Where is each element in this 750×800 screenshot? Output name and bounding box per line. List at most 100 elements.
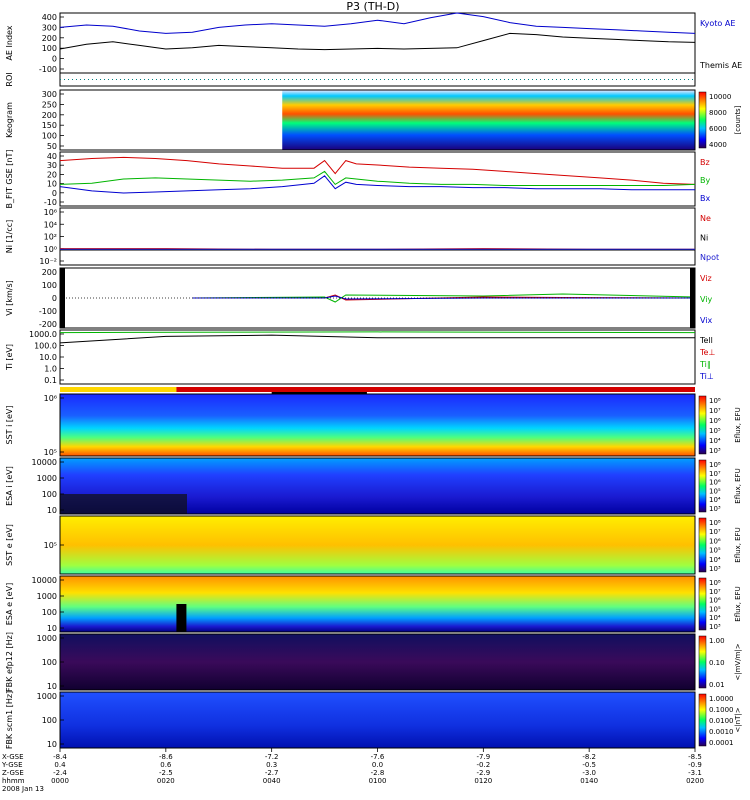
- fbk_e-colorbar-tick: 0.01: [709, 681, 725, 689]
- ae-legend-themis-ae: Themis AE: [699, 61, 742, 70]
- ephemeris-row-label: hhmm: [2, 777, 25, 785]
- sst_ion-colorbar: [698, 395, 707, 455]
- sst_elec-colorbar-tick: 10⁵: [709, 547, 721, 555]
- temperature-series-ti-par: [59, 331, 696, 334]
- keogram-tick-label: 100: [42, 132, 57, 141]
- mode-bar-slow: [60, 387, 177, 392]
- esa_elec-colorbar: [698, 577, 707, 631]
- figure-title: P3 (TH-D): [346, 0, 399, 13]
- esa_elec-spectrogram: [60, 576, 695, 632]
- sst_ion-colorbar-tick: 10³: [709, 447, 721, 455]
- fbk_e-tick-label: 100: [42, 658, 57, 667]
- time-axis-value: 0020: [157, 777, 175, 785]
- density-frame: [59, 207, 696, 266]
- keogram-frame: [59, 89, 696, 151]
- bfgm-tick-label: 30: [47, 161, 57, 170]
- time-axis-value: -0.5: [582, 761, 596, 769]
- bfgm-series-bx: [59, 175, 695, 194]
- sst_ion-colorbar-tick: 10⁶: [709, 417, 721, 425]
- ae-tick-label: -100: [39, 65, 57, 74]
- density-tick-label: 10⁴: [44, 220, 57, 229]
- bfgm-tick-label: 10: [47, 180, 57, 189]
- ae-tick-label: 400: [42, 13, 57, 22]
- bfgm-tick-label: -10: [44, 198, 57, 207]
- fbk_b-colorbar-tick: 1.0000: [709, 695, 734, 703]
- fbk_e-colorbar: [698, 635, 707, 689]
- ae-tick-label: 0: [52, 55, 57, 64]
- roi-frame: [59, 72, 696, 87]
- sst_elec-colorbar-label: Eflux, EFU: [734, 527, 742, 562]
- esa_elec-ylabel: ESA e [eV]: [5, 583, 14, 625]
- fbk_e-colorbar-label: <|mV/m|>: [734, 643, 742, 680]
- keogram-colorbar-tick: 6000: [709, 125, 727, 133]
- temperature-tick-label: 100.0: [34, 342, 57, 351]
- fbk_b-spectrogram: [60, 692, 695, 748]
- sst_ion-tick-label: 10⁵: [44, 448, 57, 457]
- time-axis: -8.40.4-2.40000-8.60.6-2.50020-7.20.3-2.…: [1, 748, 704, 793]
- time-axis-value: -7.9: [476, 753, 490, 761]
- mode-bar-fast: [176, 387, 695, 392]
- sst_ion-ylabel: SST i [eV]: [5, 406, 14, 445]
- ephemeris-row-label: Z-GSE: [2, 769, 24, 777]
- time-axis-value: 0.6: [160, 761, 172, 769]
- esa_ion-colorbar-tick: 10⁸: [709, 461, 721, 469]
- velocity-tick-label: 0: [52, 294, 57, 303]
- esa_ion-colorbar-tick: 10⁶: [709, 479, 721, 487]
- time-axis-value: 0140: [580, 777, 598, 785]
- density-legend-ne: Ne: [700, 214, 711, 223]
- sst_ion-colorbar-tick: 10⁷: [709, 407, 721, 415]
- time-axis-value: -2.7: [265, 769, 279, 777]
- ae-series-kyoto-ae: [59, 12, 696, 34]
- fbk_b-colorbar-tick: 0.0001: [709, 739, 734, 747]
- fbk_b-ylabel: FBK scm1 [Hz]: [5, 691, 14, 749]
- esa_ion-colorbar: [698, 459, 707, 513]
- time-axis-value: -3.1: [688, 769, 702, 777]
- fbk_e-tick-label: 1000: [37, 634, 57, 643]
- roi-ylabel: ROI: [5, 72, 14, 86]
- temperature-series-tell: [59, 334, 695, 344]
- time-axis-value: -2.5: [159, 769, 173, 777]
- temperature-legend-ti-: Ti∥: [699, 360, 711, 369]
- time-axis-value: -8.2: [582, 753, 596, 761]
- fbk_b-tick-label: 100: [42, 716, 57, 725]
- velocity-tick-label: -200: [39, 320, 57, 329]
- time-axis-value: 0000: [51, 777, 69, 785]
- temperature-tick-label: 0.1: [44, 376, 57, 385]
- esa_elec-tick-label: 10000: [32, 576, 57, 585]
- temperature-legend-tell: Tell: [699, 336, 713, 345]
- time-axis-value: 0100: [369, 777, 387, 785]
- sst_elec-colorbar-tick: 10³: [709, 565, 721, 573]
- bfgm-ylabel: B_FIT GSE [nT]: [5, 150, 14, 209]
- sst_elec-colorbar-tick: 10⁶: [709, 537, 721, 545]
- temperature-legend-te-: Te⊥: [699, 348, 715, 357]
- keogram-ylabel: Keogram: [5, 102, 14, 138]
- sst_ion-frame: [59, 393, 696, 457]
- fbk_b-colorbar-tick: 0.0100: [709, 717, 734, 725]
- sst_elec-colorbar-tick: 10⁴: [709, 556, 721, 564]
- time-axis-value: 0.0: [372, 761, 383, 769]
- sst_ion-colorbar-tick: 10⁸: [709, 397, 721, 405]
- keogram-colorbar-tick: 8000: [709, 109, 727, 117]
- esa_ion-tick-label: 1000: [37, 474, 57, 483]
- bfgm-tick-label: 0: [52, 189, 57, 198]
- bfgm-series-by: [59, 170, 696, 186]
- date-label: 2008 Jan 13: [2, 785, 44, 793]
- time-axis-value: -7.2: [265, 753, 279, 761]
- esa_ion-tick-label: 10000: [32, 458, 57, 467]
- time-axis-value: -0.2: [476, 761, 490, 769]
- fbk_b-tick-label: 1000: [37, 692, 57, 701]
- ae-tick-label: 300: [42, 23, 57, 32]
- keogram-tick-label: 50: [47, 142, 57, 151]
- esa_ion-colorbar-tick: 10⁴: [709, 496, 721, 504]
- esa_elec-tick-label: 10: [47, 624, 57, 633]
- esa_ion-colorbar-tick: 10³: [709, 505, 721, 513]
- velocity-ylabel: Vi [km/s]: [5, 280, 14, 316]
- time-axis-value: 0200: [686, 777, 704, 785]
- time-axis-value: 0040: [263, 777, 281, 785]
- ae-frame: [59, 12, 696, 74]
- temperature-tick-label: 1000.0: [29, 330, 57, 339]
- sst_elec-spectrogram: [60, 516, 695, 574]
- ae-tick-label: 200: [42, 34, 57, 43]
- density-ylabel: Ni [1/cc]: [5, 220, 14, 254]
- ephemeris-row-label: Y-GSE: [1, 761, 23, 769]
